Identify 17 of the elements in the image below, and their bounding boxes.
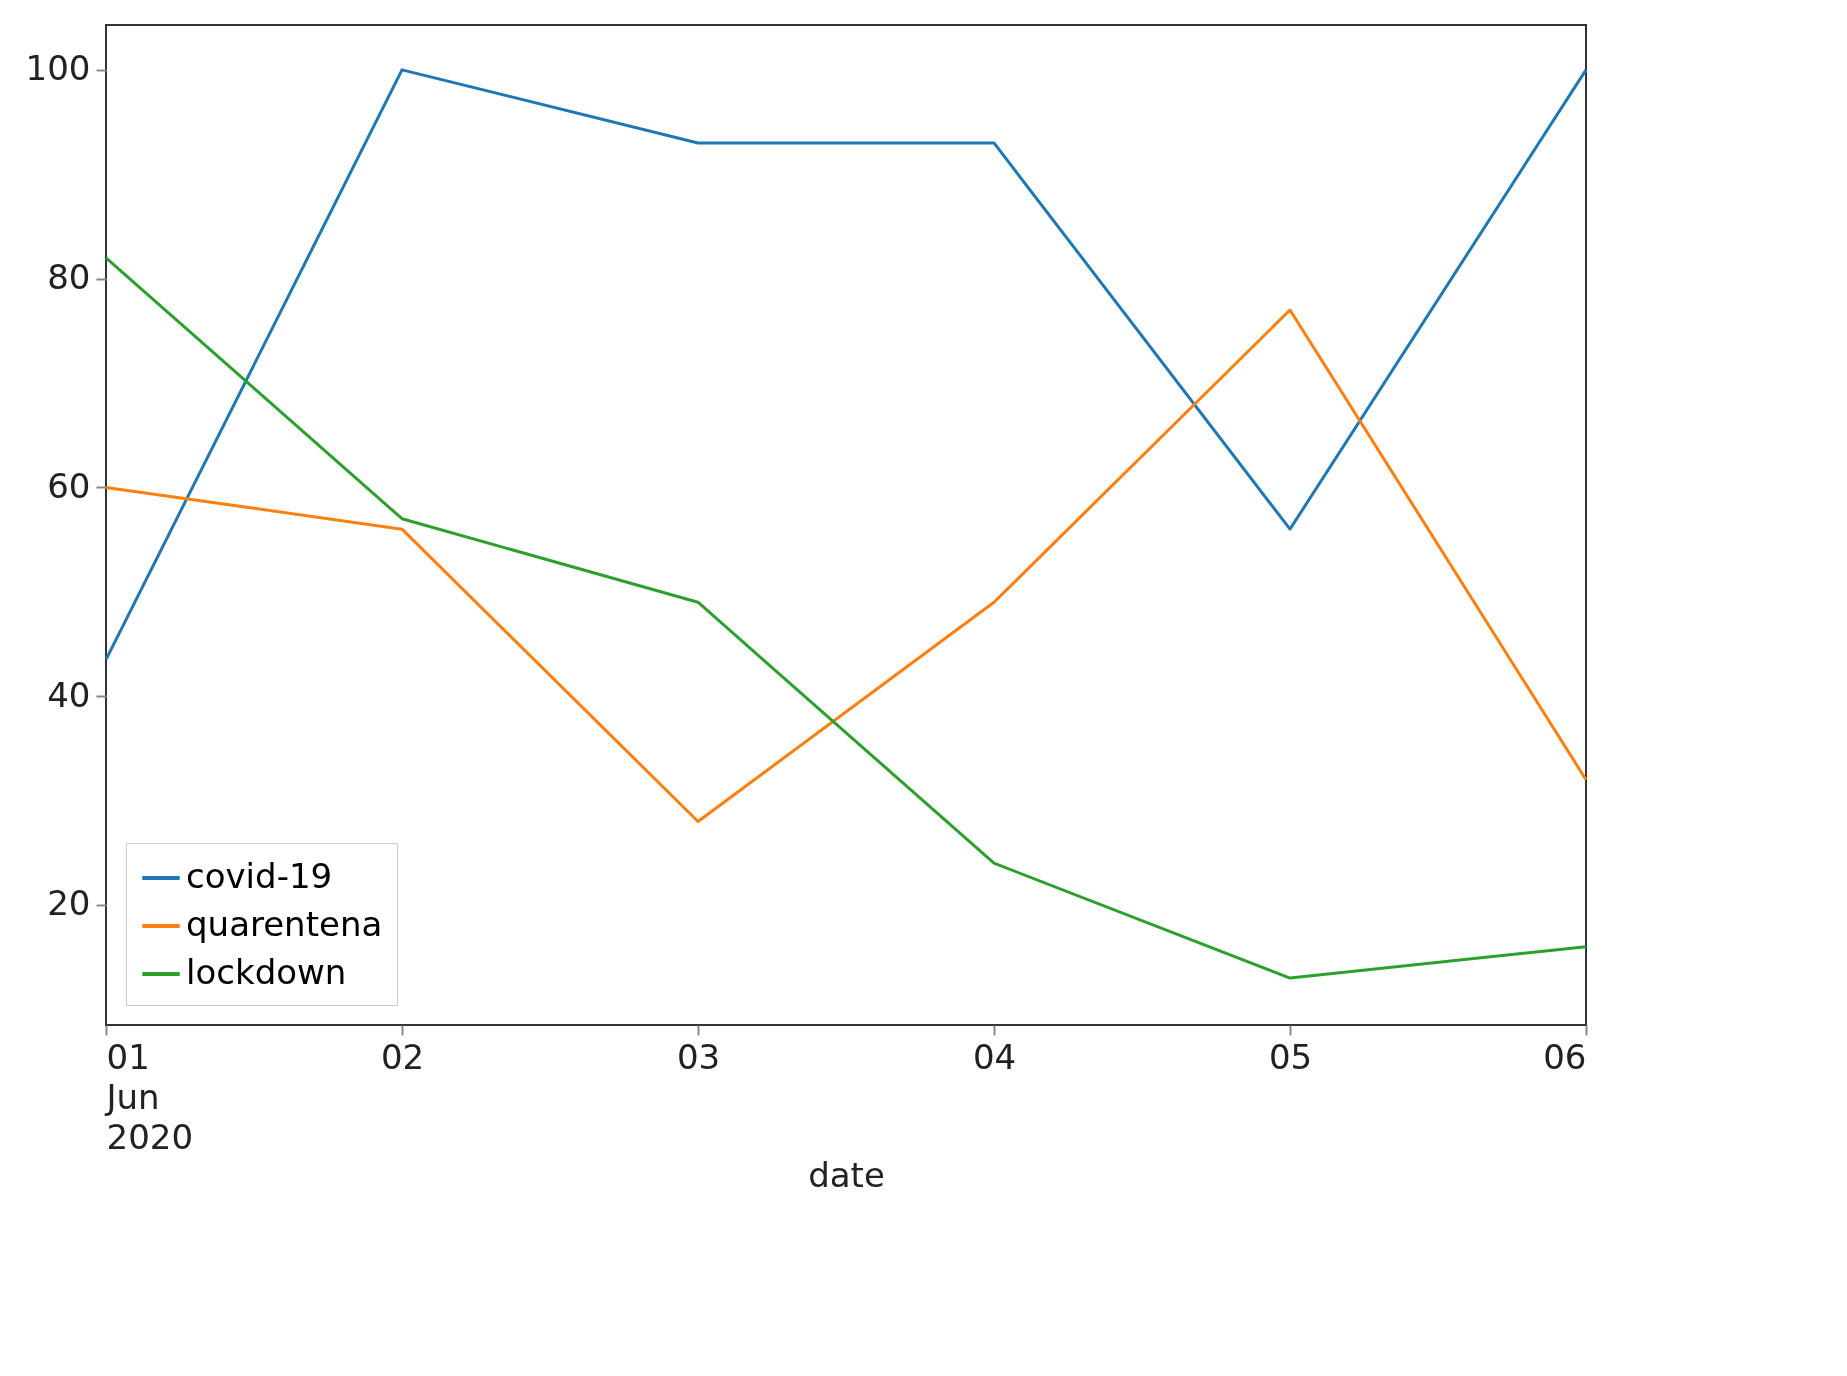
- x-tick-label: 06: [1543, 1036, 1587, 1077]
- y-tick-label: 60: [47, 465, 91, 506]
- legend-label: covid-19: [186, 856, 333, 896]
- y-tick-label: 80: [47, 257, 91, 298]
- x-tick-label: 04: [972, 1036, 1017, 1077]
- legend-label: quarentena: [186, 904, 383, 944]
- y-tick-label: 40: [47, 674, 91, 715]
- x-tick-label: 02: [380, 1036, 425, 1077]
- y-tick-label: 100: [25, 48, 91, 89]
- x-axis-title: date: [808, 1154, 885, 1195]
- line-series: [104, 308, 1588, 823]
- legend-label: lockdown: [186, 952, 347, 992]
- y-tick-label: 20: [47, 883, 91, 924]
- line-series: [104, 68, 1588, 662]
- x-tick-label: 01 Jun 2020: [104, 1036, 194, 1157]
- x-tick-label: 05: [1268, 1036, 1313, 1077]
- x-tick-label: 03: [676, 1036, 721, 1077]
